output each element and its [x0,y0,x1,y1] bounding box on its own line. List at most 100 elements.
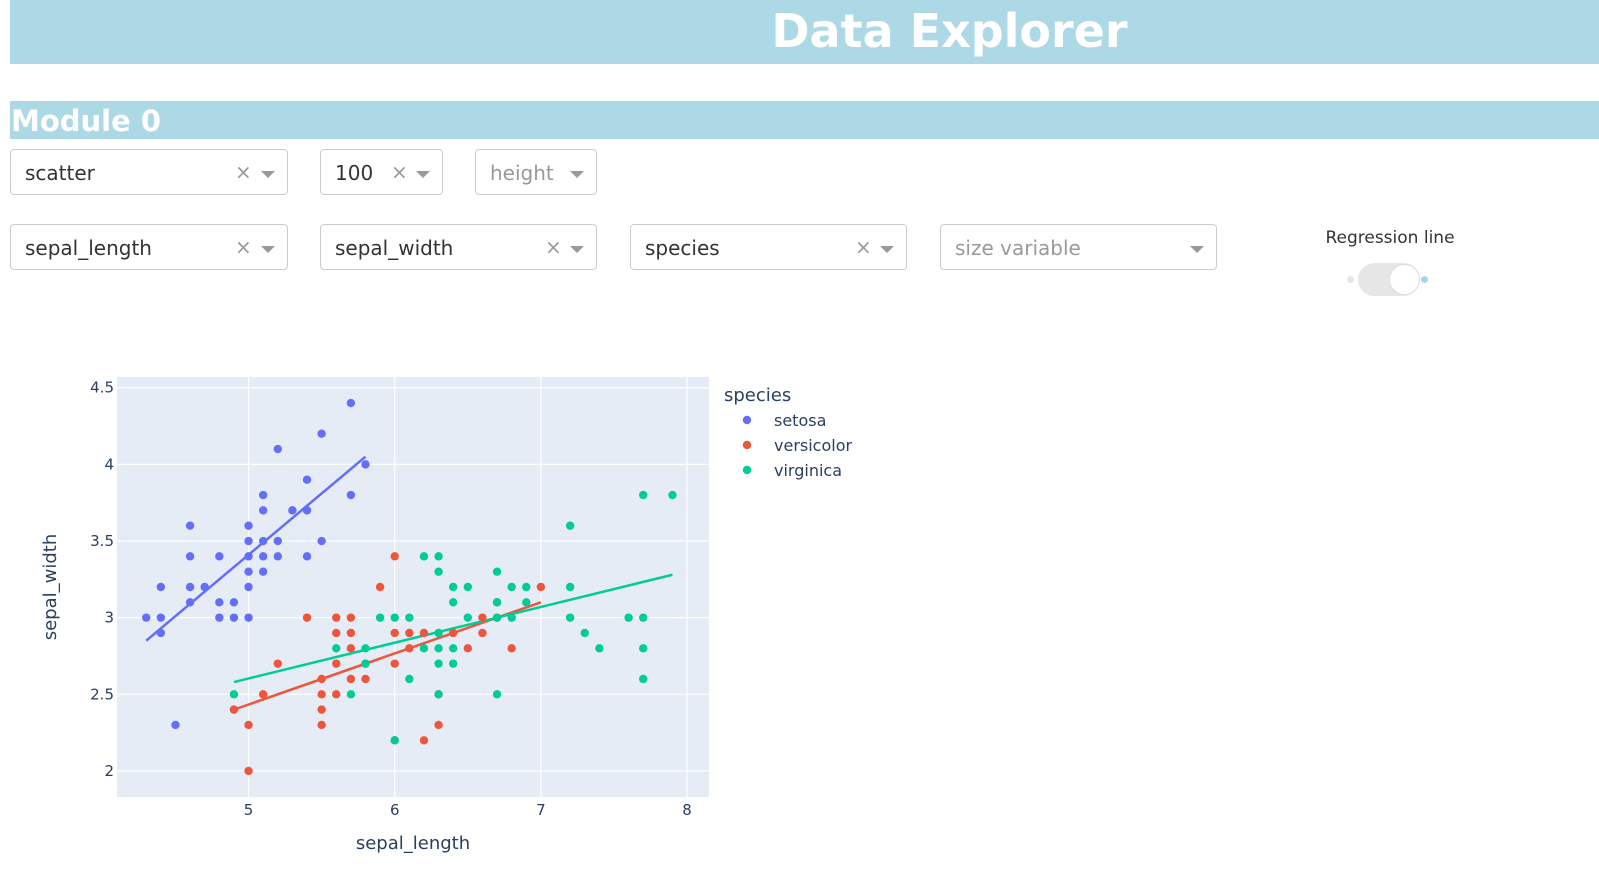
point-versicolor[interactable] [317,720,326,730]
point-setosa[interactable] [258,490,268,500]
point-versicolor[interactable] [448,628,458,638]
point-setosa[interactable] [288,506,297,515]
legend-label-setosa[interactable]: setosa [774,411,826,430]
point-versicolor[interactable] [507,644,516,653]
legend[interactable]: species setosa versicolor virginica [724,385,852,480]
point-virginica[interactable] [448,659,458,668]
point-setosa[interactable] [156,582,166,592]
point-virginica[interactable] [405,674,414,684]
point-virginica[interactable] [332,644,341,653]
point-setosa[interactable] [215,598,224,607]
point-setosa[interactable] [244,536,253,546]
point-versicolor[interactable] [332,659,341,668]
point-versicolor[interactable] [419,736,429,745]
point-setosa[interactable] [302,506,312,515]
point-versicolor[interactable] [361,674,370,684]
color-variable-dropdown[interactable]: species × [630,224,907,270]
point-virginica[interactable] [405,613,414,622]
clear-icon[interactable]: × [235,235,252,259]
point-setosa[interactable] [258,536,268,546]
point-versicolor[interactable] [346,613,356,622]
point-virginica[interactable] [361,644,370,653]
point-versicolor[interactable] [390,659,399,668]
point-virginica[interactable] [492,613,502,622]
point-versicolor[interactable] [332,613,341,622]
legend-marker-versicolor[interactable] [742,440,752,450]
point-setosa[interactable] [346,398,356,408]
point-virginica[interactable] [419,552,429,561]
chevron-down-icon[interactable] [880,246,894,253]
point-versicolor[interactable] [258,690,268,699]
point-setosa[interactable] [156,628,166,638]
point-virginica[interactable] [492,567,502,576]
point-virginica[interactable] [448,582,458,592]
point-versicolor[interactable] [375,582,385,592]
point-setosa[interactable] [317,536,326,546]
point-virginica[interactable] [522,582,531,592]
point-virginica[interactable] [448,644,458,653]
point-setosa[interactable] [215,613,224,622]
point-setosa[interactable] [244,613,253,622]
point-versicolor[interactable] [273,659,282,668]
point-virginica[interactable] [434,690,443,699]
point-virginica[interactable] [639,644,648,653]
chevron-down-icon[interactable] [261,171,275,178]
point-versicolor[interactable] [390,552,399,561]
point-versicolor[interactable] [478,628,487,638]
chevron-down-icon[interactable] [416,171,430,178]
point-virginica[interactable] [463,582,473,592]
height-dropdown[interactable]: height [475,149,597,195]
point-setosa[interactable] [185,598,195,607]
point-virginica[interactable] [624,613,633,622]
point-versicolor[interactable] [346,674,356,684]
y-variable-dropdown[interactable]: sepal_width × [320,224,597,270]
legend-label-virginica[interactable]: virginica [774,461,842,480]
x-variable-dropdown[interactable]: sepal_length × [10,224,288,270]
point-virginica[interactable] [419,644,429,653]
point-setosa[interactable] [258,552,268,561]
point-versicolor[interactable] [317,705,326,714]
point-virginica[interactable] [434,659,443,668]
point-versicolor[interactable] [405,628,414,638]
point-versicolor[interactable] [463,644,473,653]
point-setosa[interactable] [244,567,253,576]
point-setosa[interactable] [302,475,312,484]
point-virginica[interactable] [565,521,575,530]
point-virginica[interactable] [639,674,648,684]
point-versicolor[interactable] [346,628,356,638]
point-versicolor[interactable] [478,613,487,622]
point-virginica[interactable] [448,598,458,607]
point-versicolor[interactable] [390,628,399,638]
point-setosa[interactable] [346,490,356,500]
point-virginica[interactable] [434,552,443,561]
point-setosa[interactable] [273,552,282,561]
sample-size-dropdown[interactable]: 100 × [320,149,443,195]
point-versicolor[interactable] [332,628,341,638]
toggle-knob[interactable] [1389,264,1420,295]
point-virginica[interactable] [580,628,589,638]
clear-icon[interactable]: × [545,235,562,259]
legend-marker-setosa[interactable] [742,415,752,425]
point-versicolor[interactable] [346,644,356,653]
point-setosa[interactable] [361,460,370,469]
point-virginica[interactable] [229,690,239,699]
point-virginica[interactable] [639,613,648,622]
chart-type-dropdown[interactable]: scatter × [10,149,288,195]
chevron-down-icon[interactable] [570,246,584,253]
point-setosa[interactable] [317,429,326,438]
point-setosa[interactable] [258,506,268,515]
point-setosa[interactable] [185,582,195,592]
clear-icon[interactable]: × [235,160,252,184]
point-virginica[interactable] [507,613,516,622]
point-setosa[interactable] [156,613,166,622]
point-virginica[interactable] [507,582,516,592]
point-setosa[interactable] [142,613,151,622]
point-setosa[interactable] [229,598,239,607]
point-versicolor[interactable] [434,720,443,730]
clear-icon[interactable]: × [855,235,872,259]
point-versicolor[interactable] [536,582,546,592]
point-setosa[interactable] [244,582,253,592]
point-setosa[interactable] [302,552,312,561]
chevron-down-icon[interactable] [570,171,584,178]
legend-marker-virginica[interactable] [742,465,752,475]
